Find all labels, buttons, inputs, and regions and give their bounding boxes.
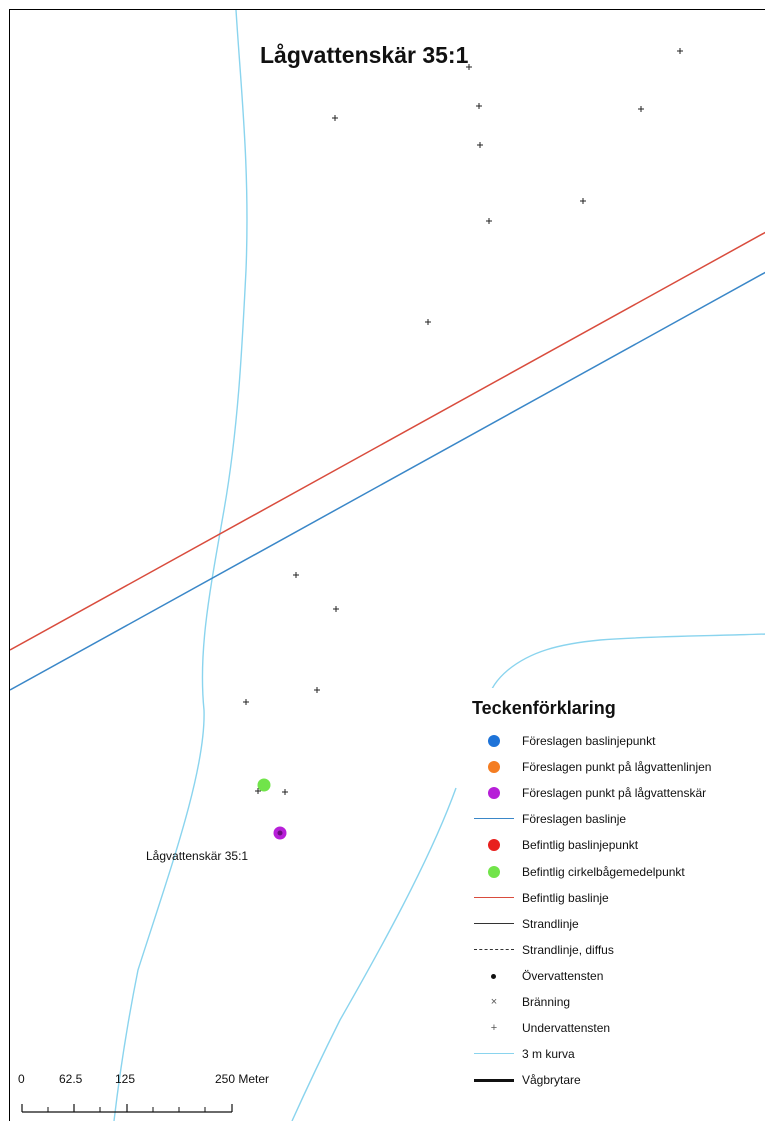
underwater-stone [425,319,431,325]
legend-item: Föreslagen punkt på lågvattenskär [464,780,759,806]
legend-item-label: Strandlinje, diffus [522,942,614,957]
line-symbol-icon [464,806,522,832]
dot-symbol-icon [464,780,522,806]
dot-symbol-icon [464,728,522,754]
line-symbol-icon [464,885,522,911]
map-canvas[interactable] [10,10,765,1121]
legend-item-label: Befintlig baslinje [522,890,609,905]
legend-item: Strandlinje, diffus [464,937,759,963]
legend-item: Befintlig cirkelbågemedelpunkt [464,858,759,884]
legend-item-label: 3 m kurva [522,1047,575,1062]
underwater-stone [580,198,586,204]
small-dot-symbol-icon [464,963,522,989]
proposed-baseline [10,271,765,691]
map-title: Lågvattenskär 35:1 [260,42,469,68]
scale-label: 250 Meter [215,1072,270,1086]
dot-symbol-icon [464,832,522,858]
line-symbol-icon [464,911,522,937]
legend-title: Teckenförklaring [472,698,616,718]
underwater-stone [243,699,249,705]
legend-item: Föreslagen punkt på lågvattenlinjen [464,754,759,780]
underwater-stone [486,218,492,224]
contour-3m-east-upper [487,633,765,701]
proposed-lowwater-skerry-point-core [277,830,283,836]
legend-item-label: Befintlig cirkelbågemedelpunkt [522,864,685,879]
underwater-stone [476,103,482,109]
underwater-stone [282,789,288,795]
underwater-stone [477,142,483,148]
legend-item-label: Strandlinje [522,916,579,931]
scale-bar-graphic [21,1104,233,1113]
underwater-stone [466,64,472,70]
underwater-stone [255,788,261,794]
legend-item-label: Föreslagen punkt på lågvattenskär [522,786,707,801]
underwater-stone [314,687,320,693]
underwater-stones [243,48,683,795]
existing-baseline [10,231,765,651]
scale-label: 0 [18,1072,25,1086]
legend-item: 3 m kurva [464,1041,759,1067]
legend-item: Vågbrytare [464,1067,759,1093]
contour-3m-west [113,10,248,1121]
dot-symbol-icon [464,754,522,780]
legend: Teckenförklaring Föreslagen baslinjepunk… [464,688,759,1094]
legend-item-label: Föreslagen baslinje [522,812,627,827]
underwater-stone [638,106,644,112]
legend-item: × Bränning [464,989,759,1015]
legend-item-label: Föreslagen baslinjepunkt [522,734,656,749]
dashed-line-symbol-icon [464,937,522,963]
legend-item-label: Bränning [522,994,571,1009]
legend-item: Övervattensten [464,963,759,989]
scale-bar: 0 62.5 125 250 Meter [10,1072,270,1120]
point-label: Lågvattenskär 35:1 [146,849,249,863]
legend-item: Befintlig baslinje [464,885,759,911]
legend-item-label: Befintlig baslinjepunkt [522,838,639,853]
legend-item-label: Övervattensten [522,968,604,983]
underwater-stone [333,606,339,612]
thick-line-symbol-icon [464,1067,522,1093]
underwater-stone [677,48,683,54]
contour-3m-east-lower [291,787,457,1121]
scale-label: 125 [115,1072,136,1086]
scale-label: 62.5 [59,1072,83,1086]
legend-item-label: Vågbrytare [522,1073,581,1088]
underwater-stone [293,572,299,578]
legend-item: Befintlig baslinjepunkt [464,832,759,858]
line-symbol-icon [464,1041,522,1067]
existing-arc-center-point[interactable] [257,778,271,792]
legend-item: + Undervattensten [464,1015,759,1041]
plus-mark-symbol-icon: + [490,1022,498,1035]
legend-item: Föreslagen baslinjepunkt [464,728,759,754]
legend-item: Strandlinje [464,911,759,937]
dot-symbol-icon [464,859,522,885]
legend-item-label: Undervattensten [522,1021,611,1036]
legend-item-label: Föreslagen punkt på lågvattenlinjen [522,760,712,775]
legend-item: Föreslagen baslinje [464,806,759,832]
underwater-stone [332,115,338,121]
x-mark-symbol-icon: × [490,995,498,1008]
